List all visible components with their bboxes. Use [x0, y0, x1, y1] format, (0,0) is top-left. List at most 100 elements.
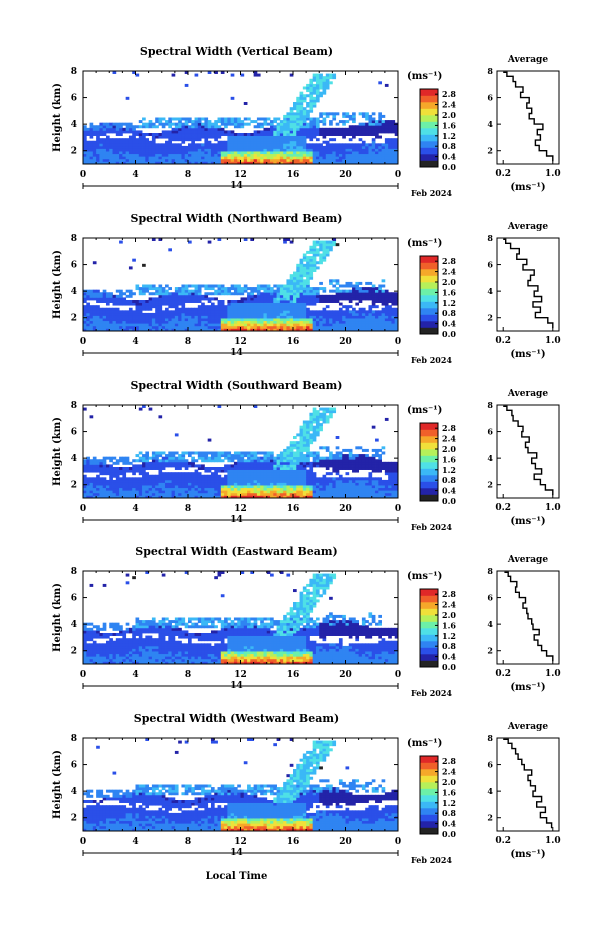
- heatmap-cell: [280, 477, 284, 480]
- heatmap-cell: [263, 323, 267, 326]
- heatmap-cell: [178, 300, 182, 303]
- heatmap-cell: [145, 305, 149, 308]
- heatmap-cell: [267, 130, 271, 133]
- heatmap-cell: [303, 493, 307, 496]
- heatmap-cell: [168, 287, 172, 290]
- heatmap-cell: [296, 266, 300, 269]
- heatmap-cell: [283, 318, 287, 321]
- heatmap-cell: [375, 467, 379, 470]
- heatmap-cell: [346, 310, 350, 313]
- heatmap-cell: [336, 480, 340, 483]
- heatmap-cell: [257, 457, 261, 460]
- heatmap-cell: [254, 459, 258, 462]
- heatmap-cell: [290, 480, 294, 483]
- heatmap-cell: [106, 310, 110, 313]
- heatmap-cell: [165, 120, 169, 123]
- heatmap-cell: [267, 303, 271, 306]
- heatmap-cell: [277, 297, 281, 300]
- heatmap-cell: [195, 323, 199, 326]
- heatmap-cell: [385, 151, 389, 154]
- heatmap-cell: [300, 136, 304, 139]
- heatmap-cell: [90, 415, 94, 418]
- heatmap-cell: [178, 454, 182, 457]
- heatmap-cell: [346, 318, 350, 321]
- heatmap-cell: [250, 133, 254, 136]
- heatmap-cell: [168, 123, 172, 126]
- heatmap-cell: [90, 141, 94, 144]
- heatmap-cell: [227, 303, 231, 306]
- heatmap-cell: [303, 423, 307, 426]
- heatmap-cell: [286, 454, 290, 457]
- heatmap-cell: [323, 154, 327, 157]
- heatmap-cell: [214, 138, 218, 141]
- heatmap-cell: [126, 485, 130, 488]
- heatmap-cell: [355, 297, 359, 300]
- heatmap-cell: [83, 326, 87, 329]
- heatmap-cell: [204, 467, 208, 470]
- heatmap-cell: [257, 323, 261, 326]
- heatmap-cell: [227, 464, 231, 467]
- heatmap-cell: [96, 490, 100, 493]
- heatmap-cell: [372, 118, 376, 121]
- heatmap-cell: [280, 464, 284, 467]
- heatmap-cell: [300, 143, 304, 146]
- heatmap-cell: [355, 321, 359, 324]
- heatmap-cell: [198, 300, 202, 303]
- heatmap-cell: [181, 138, 185, 141]
- heatmap-cell: [323, 421, 327, 424]
- heatmap-cell: [224, 464, 228, 467]
- heatmap-cell: [286, 470, 290, 473]
- heatmap-cell: [204, 118, 208, 121]
- heatmap-cell: [260, 300, 264, 303]
- heatmap-cell: [145, 459, 149, 462]
- heatmap-cell: [263, 483, 267, 486]
- heatmap-cell: [158, 454, 162, 457]
- heatmap-cell: [336, 151, 340, 154]
- heatmap-cell: [355, 477, 359, 480]
- heatmap-cell: [388, 156, 392, 159]
- heatmap-cell: [231, 472, 235, 475]
- heatmap-cell: [313, 310, 317, 313]
- heatmap-cell: [300, 272, 304, 275]
- heatmap-cell: [368, 493, 372, 496]
- heatmap-cell: [211, 323, 215, 326]
- heatmap-cell: [277, 303, 281, 306]
- heatmap-cell: [257, 149, 261, 152]
- heatmap-cell: [263, 285, 267, 288]
- heatmap-cell: [254, 470, 258, 473]
- heatmap-cell: [303, 97, 307, 100]
- heatmap-cell: [122, 297, 126, 300]
- heatmap-cell: [323, 112, 327, 115]
- average-y-tick-label: 2: [487, 313, 493, 323]
- heatmap-cell: [388, 318, 392, 321]
- heatmap-cell: [359, 457, 363, 460]
- heatmap-cell: [241, 290, 245, 293]
- heatmap-cell: [267, 490, 271, 493]
- heatmap-cell: [93, 310, 97, 313]
- heatmap-cell: [313, 105, 317, 108]
- heatmap-cell: [126, 300, 130, 303]
- heatmap-cell: [296, 464, 300, 467]
- heatmap-cell: [247, 457, 251, 460]
- heatmap-cell: [293, 146, 297, 149]
- heatmap-cell: [214, 313, 218, 316]
- heatmap-cell: [96, 300, 100, 303]
- heatmap-cell: [286, 313, 290, 316]
- heatmap-cell: [342, 310, 346, 313]
- heatmap-cell: [303, 477, 307, 480]
- heatmap-cell: [329, 326, 333, 329]
- heatmap-cell: [365, 483, 369, 486]
- heatmap-cell: [329, 138, 333, 141]
- heatmap-cell: [244, 305, 248, 308]
- heatmap-cell: [250, 467, 254, 470]
- heatmap-cell: [267, 477, 271, 480]
- heatmap-cell: [132, 310, 136, 313]
- heatmap-cell: [224, 133, 228, 136]
- heatmap-cell: [382, 279, 386, 282]
- heatmap-cell: [178, 303, 182, 306]
- heatmap-cell: [391, 156, 395, 159]
- heatmap-cell: [254, 323, 258, 326]
- heatmap-cell: [267, 467, 271, 470]
- heatmap-cell: [231, 123, 235, 126]
- heatmap-cell: [254, 480, 258, 483]
